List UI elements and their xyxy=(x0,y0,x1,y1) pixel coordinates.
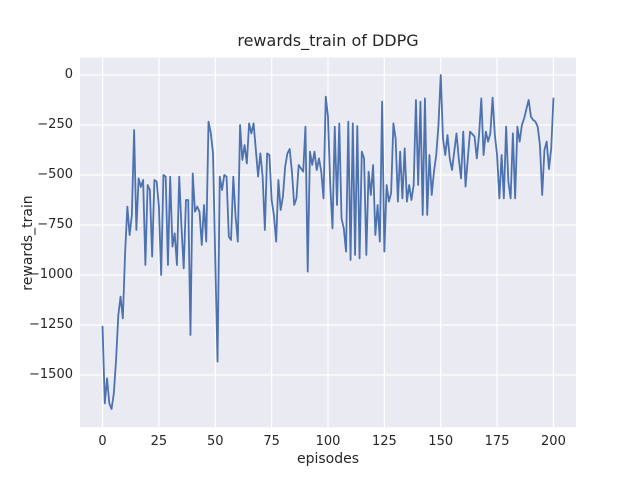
y-tick-label: −1000 xyxy=(29,267,73,282)
x-tick-label: 200 xyxy=(541,434,566,449)
x-tick-label: 175 xyxy=(484,434,510,449)
x-tick-label: 150 xyxy=(428,434,454,449)
chart-title: rewards_train of DDPG xyxy=(237,31,419,50)
y-tick-label: −1250 xyxy=(29,317,73,332)
x-axis-label: episodes xyxy=(296,451,360,467)
y-tick-label: −250 xyxy=(37,117,73,132)
y-tick-label: −750 xyxy=(37,217,73,232)
rewards-train-line xyxy=(101,74,555,410)
x-tick-label: 25 xyxy=(150,434,168,449)
x-tick-label: 0 xyxy=(98,434,107,449)
x-tick-label: 50 xyxy=(206,434,224,449)
x-tick-label: 100 xyxy=(315,434,341,449)
y-tick-label: −500 xyxy=(37,167,73,182)
x-tick-label: 75 xyxy=(263,434,280,449)
y-tick-label: −1500 xyxy=(29,367,73,382)
y-tick-label: 0 xyxy=(64,67,73,82)
x-tick-label: 125 xyxy=(371,434,397,449)
